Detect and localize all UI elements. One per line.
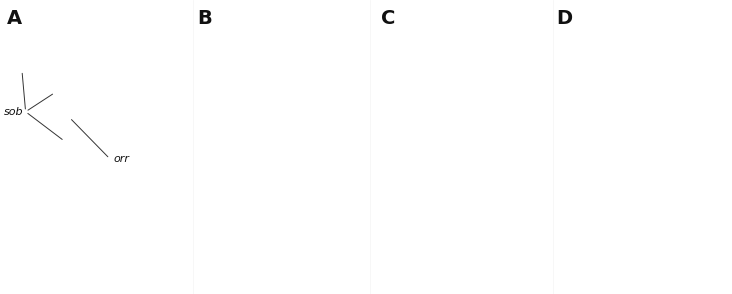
Text: C: C — [381, 9, 395, 28]
Text: D: D — [556, 9, 572, 28]
Text: orr: orr — [113, 154, 130, 164]
Text: A: A — [7, 9, 23, 28]
Text: B: B — [198, 9, 212, 28]
Text: sob: sob — [4, 107, 23, 117]
